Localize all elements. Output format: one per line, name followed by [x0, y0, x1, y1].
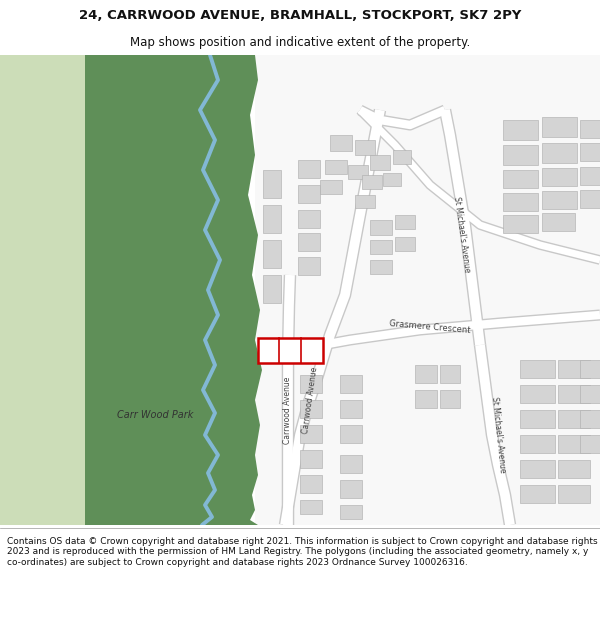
Bar	[415, 390, 437, 408]
Bar	[340, 505, 362, 519]
Bar	[542, 168, 577, 186]
Bar	[520, 485, 555, 503]
Polygon shape	[0, 55, 30, 65]
Bar	[370, 260, 392, 274]
Bar	[263, 170, 281, 198]
Bar	[298, 210, 320, 228]
Text: Map shows position and indicative extent of the property.: Map shows position and indicative extent…	[130, 36, 470, 49]
Bar	[415, 365, 437, 383]
Bar	[520, 435, 555, 453]
Bar	[370, 220, 392, 235]
Bar	[340, 480, 362, 498]
Bar	[542, 143, 577, 163]
Bar	[520, 460, 555, 478]
Bar	[362, 175, 382, 189]
Polygon shape	[0, 55, 90, 525]
Bar	[263, 205, 281, 233]
Bar	[255, 55, 600, 525]
Bar	[355, 140, 375, 155]
Bar	[340, 455, 362, 473]
Bar	[580, 385, 600, 403]
Bar	[503, 170, 538, 188]
Bar	[340, 400, 362, 418]
Bar	[298, 233, 320, 251]
Bar	[395, 215, 415, 229]
Bar	[503, 215, 538, 233]
Bar	[542, 191, 577, 209]
Text: Grasmere Crescent: Grasmere Crescent	[389, 319, 471, 335]
Bar	[580, 410, 600, 428]
Bar	[298, 185, 320, 203]
Bar	[440, 390, 460, 408]
Text: Carrwood Avenue: Carrwood Avenue	[284, 376, 293, 444]
Text: Carrwood Avenue: Carrwood Avenue	[301, 366, 319, 434]
Bar	[558, 485, 590, 503]
Bar	[298, 257, 320, 275]
Bar	[503, 193, 538, 211]
Bar	[340, 425, 362, 443]
Polygon shape	[85, 55, 262, 525]
Text: 24, CARRWOOD AVENUE, BRAMHALL, STOCKPORT, SK7 2PY: 24, CARRWOOD AVENUE, BRAMHALL, STOCKPORT…	[79, 9, 521, 22]
Bar	[258, 338, 323, 363]
Text: St Michael's Avenue: St Michael's Avenue	[452, 196, 472, 274]
Bar	[300, 475, 322, 493]
Bar	[300, 375, 322, 393]
Bar	[300, 425, 322, 443]
Bar	[370, 240, 392, 254]
Text: Contains OS data © Crown copyright and database right 2021. This information is : Contains OS data © Crown copyright and d…	[7, 537, 598, 567]
Text: St Michael's Avenue: St Michael's Avenue	[490, 396, 506, 474]
Bar	[558, 435, 590, 453]
Bar	[520, 385, 555, 403]
Bar	[503, 145, 538, 165]
Bar	[558, 385, 590, 403]
Bar	[440, 365, 460, 383]
Bar	[558, 410, 590, 428]
Bar	[340, 375, 362, 393]
Bar	[355, 195, 375, 208]
Bar	[348, 165, 368, 179]
Bar	[320, 180, 342, 194]
Bar	[520, 360, 555, 378]
Bar	[370, 155, 390, 170]
Bar	[580, 435, 600, 453]
Bar	[558, 460, 590, 478]
Bar	[580, 143, 600, 161]
Bar	[580, 167, 600, 185]
Bar	[300, 450, 322, 468]
Bar	[580, 360, 600, 378]
Bar	[298, 160, 320, 178]
Bar	[580, 190, 600, 208]
Bar	[383, 173, 401, 186]
Bar	[542, 117, 577, 137]
Bar	[542, 213, 575, 231]
Bar	[330, 135, 352, 151]
Bar	[263, 275, 281, 303]
Bar	[300, 500, 322, 514]
Bar	[558, 360, 590, 378]
Bar	[263, 240, 281, 268]
Bar	[580, 120, 600, 138]
Bar	[395, 237, 415, 251]
Bar	[325, 160, 347, 174]
Bar	[393, 150, 411, 164]
Bar	[520, 410, 555, 428]
Bar	[300, 400, 322, 418]
Text: Carr Wood Park: Carr Wood Park	[117, 410, 193, 420]
Bar	[503, 120, 538, 140]
